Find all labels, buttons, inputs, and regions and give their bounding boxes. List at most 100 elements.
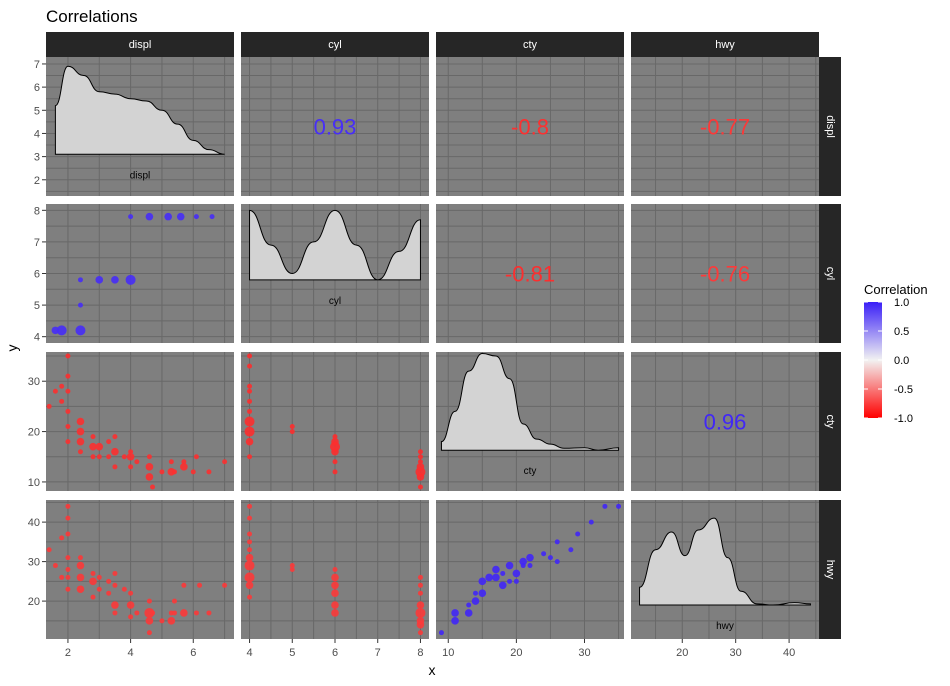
- scatter-point: [145, 473, 154, 481]
- x-tick-label: 2: [65, 647, 71, 659]
- scatter-point: [112, 570, 118, 576]
- scatter-point: [112, 464, 118, 470]
- scatter-point: [417, 484, 423, 490]
- scatter-point: [331, 437, 339, 446]
- strip-right-cty: [819, 352, 841, 491]
- scatter-point: [112, 610, 118, 616]
- chart-title: Correlations: [46, 7, 138, 26]
- scatter-point: [65, 439, 71, 445]
- scatter-point: [46, 403, 52, 409]
- scatter-point: [247, 539, 253, 545]
- panel-displ-cyl: [241, 57, 429, 196]
- x-tick-label: 10: [442, 647, 454, 659]
- strip-top-label-cty: cty: [523, 39, 538, 51]
- scatter-point: [547, 555, 553, 561]
- panel-cyl-cty: [436, 204, 624, 343]
- scatter-point: [616, 503, 622, 509]
- density-curve-displ: [54, 65, 225, 155]
- density-label-hwy: hwy: [716, 621, 734, 632]
- scatter-point: [146, 598, 152, 604]
- scatter-point: [59, 398, 65, 404]
- scatter-point: [247, 503, 253, 509]
- y-tick-label: 3: [34, 152, 40, 164]
- y-tick-label: 40: [28, 517, 40, 529]
- scatter-point: [289, 424, 295, 430]
- scatter-point: [438, 630, 444, 636]
- panel-cyl-displ: [46, 204, 234, 343]
- scatter-point: [168, 459, 174, 465]
- scatter-point: [417, 449, 423, 455]
- correlation-label-displ-cyl: 0.93: [314, 115, 357, 140]
- y-tick-label: 4: [34, 332, 40, 344]
- scatter-point: [65, 515, 71, 521]
- scatter-point: [247, 398, 253, 404]
- correlation-label-displ-hwy: -0.77: [700, 115, 750, 140]
- panel-cty-hwy: [631, 352, 819, 491]
- scatter-point: [65, 353, 71, 359]
- scatter-point: [180, 609, 188, 617]
- scatter-point: [180, 463, 188, 471]
- scatter-point: [89, 577, 97, 586]
- scatter-point: [164, 212, 172, 221]
- scatter-point: [247, 388, 253, 394]
- scatter-point: [65, 555, 71, 561]
- scatter-point: [245, 553, 254, 562]
- panel-cty-cyl: [241, 352, 429, 491]
- scatter-point: [76, 417, 85, 426]
- scatter-point: [76, 561, 85, 570]
- scatter-point: [492, 565, 500, 574]
- y-tick-label: 5: [34, 105, 40, 117]
- scatter-point: [128, 590, 134, 596]
- scatter-point: [492, 573, 500, 582]
- scatter-point: [65, 503, 71, 509]
- scatter-point: [96, 574, 102, 580]
- scatter-point: [144, 607, 155, 618]
- strip-top-hwy: [631, 32, 819, 57]
- panel-background: [46, 352, 234, 491]
- scatter-point: [554, 539, 560, 545]
- scatter-point: [77, 449, 83, 455]
- scatter-point: [464, 609, 473, 617]
- scatter-point: [417, 630, 423, 636]
- scatter-point: [247, 515, 253, 521]
- scatter-point: [466, 602, 472, 608]
- scatter-point: [65, 574, 71, 580]
- legend-colorbar: [864, 302, 882, 418]
- y-tick-label: 20: [28, 427, 40, 439]
- x-tick-label: 4: [246, 647, 252, 659]
- strip-right-label-cyl: cyl: [824, 267, 836, 280]
- scatter-point: [65, 408, 71, 414]
- scatter-point: [247, 594, 253, 600]
- y-tick-label: 8: [34, 205, 40, 217]
- scatter-point: [89, 442, 97, 451]
- x-tick-label: 4: [128, 647, 134, 659]
- panel-background: [436, 500, 624, 639]
- scatter-point: [65, 424, 71, 430]
- scatter-point: [244, 426, 255, 437]
- x-tick-label: 7: [375, 647, 381, 659]
- legend-tick-label: -1.0: [894, 413, 913, 425]
- scatter-point: [90, 570, 96, 576]
- scatter-point: [247, 531, 253, 537]
- scatter-point: [77, 277, 83, 283]
- legend-tick-label: 0.5: [894, 326, 909, 338]
- scatter-point: [193, 214, 199, 220]
- scatter-point: [106, 454, 112, 460]
- scatter-point: [159, 618, 165, 624]
- scatter-point: [59, 574, 65, 580]
- scatter-point: [150, 484, 156, 490]
- scatter-point: [247, 454, 253, 460]
- x-axis-title: x: [429, 662, 436, 678]
- scatter-point: [77, 555, 83, 561]
- scatter-point: [121, 454, 127, 460]
- scatter-point: [176, 212, 185, 221]
- scatter-point: [128, 214, 134, 220]
- scatter-point: [112, 434, 118, 440]
- scatter-point: [247, 383, 253, 389]
- scatter-point: [505, 561, 514, 570]
- scatter-point: [222, 582, 228, 588]
- scatter-point: [52, 563, 58, 569]
- scatter-point: [190, 469, 196, 475]
- scatter-point: [519, 557, 527, 566]
- scatter-point: [331, 601, 339, 609]
